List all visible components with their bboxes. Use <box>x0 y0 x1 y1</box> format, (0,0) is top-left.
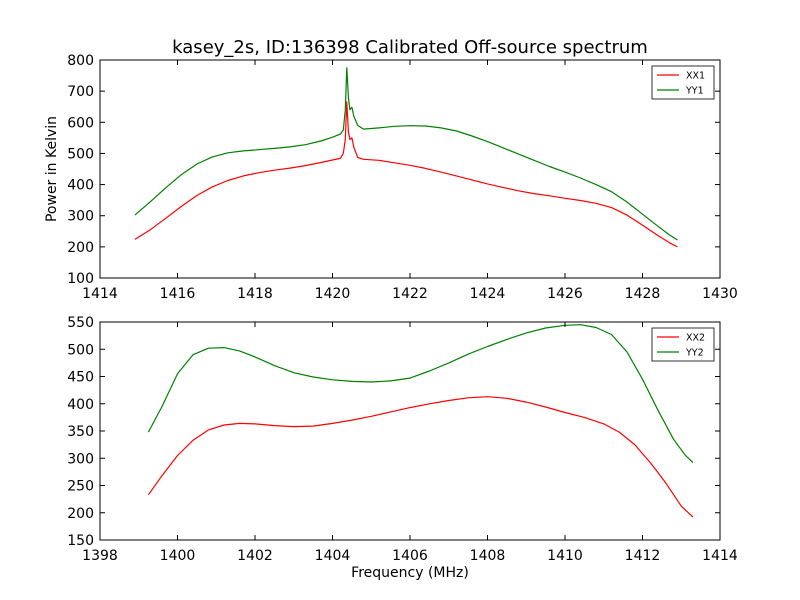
bottom-x-axis-label: Frequency (MHz) <box>351 565 469 581</box>
bottom-y-tick-label: 350 <box>67 424 94 440</box>
bottom-y-tick-label: 450 <box>67 370 94 386</box>
top-x-tick-label: 1430 <box>702 286 738 302</box>
top-y-tick-label: 400 <box>67 178 94 194</box>
top-series-line-yy1 <box>134 67 678 241</box>
top-x-tick-label: 1428 <box>625 286 661 302</box>
bottom-x-tick-label: 1408 <box>470 548 506 564</box>
bottom-legend-label-xx2: XX2 <box>686 333 705 344</box>
top-legend-box <box>651 65 715 100</box>
top-plot-area: 1414 1416 1418 1420 1422 1424 1426 1428 1430 100 2… <box>67 53 738 302</box>
top-x-tick-label: 1414 <box>82 286 118 302</box>
bottom-plot-area: 1398 1400 1402 1404 1406 1408 1410 1412 1414 150 2… <box>67 315 738 564</box>
bottom-x-tick-label: 1402 <box>237 548 273 564</box>
bottom-y-tick-label: 400 <box>67 397 94 413</box>
bottom-y-tick-label: 300 <box>67 451 94 467</box>
top-x-tick-label: 1422 <box>392 286 428 302</box>
bottom-y-tick-label: 200 <box>67 506 94 522</box>
bottom-legend-box <box>651 327 715 362</box>
bottom-x-tick-label: 1400 <box>160 548 196 564</box>
bottom-series-line-xx2 <box>147 396 694 518</box>
top-y-tick-label: 600 <box>67 115 94 131</box>
top-y-tick-label: 500 <box>67 146 94 162</box>
top-x-tick-label: 1418 <box>237 286 273 302</box>
top-chart-title: kasey_2s, ID:136398 Calibrated Off-sourc… <box>172 37 648 58</box>
bottom-x-tick-label: 1412 <box>625 548 661 564</box>
bottom-legend-label-yy2: YY2 <box>685 348 704 359</box>
top-y-tick-label: 100 <box>67 271 94 287</box>
bottom-y-tick-label: 550 <box>67 315 94 331</box>
top-y-tick-label: 200 <box>67 240 94 256</box>
top-series-line-xx1 <box>134 101 678 248</box>
top-legend-label-yy1: YY1 <box>685 86 704 97</box>
bottom-y-tick-label: 150 <box>67 533 94 549</box>
bottom-x-tick-label: 1398 <box>82 548 118 564</box>
top-x-tick-label: 1426 <box>547 286 583 302</box>
bottom-y-tick-label: 500 <box>67 342 94 358</box>
top-y-tick-label: 700 <box>67 84 94 100</box>
top-y-axis-label: Power in Kelvin <box>44 116 60 222</box>
bottom-series-line-yy2 <box>147 324 694 464</box>
bottom-x-tick-label: 1410 <box>547 548 583 564</box>
bottom-x-tick-label: 1404 <box>315 548 351 564</box>
top-y-tick-label: 800 <box>67 53 94 69</box>
bottom-x-tick-label: 1406 <box>392 548 428 564</box>
top-x-tick-label: 1416 <box>160 286 196 302</box>
top-x-tick-label: 1420 <box>315 286 351 302</box>
top-y-tick-label: 300 <box>67 209 94 225</box>
bottom-y-tick-label: 250 <box>67 479 94 495</box>
top-x-tick-label: 1424 <box>470 286 506 302</box>
top-legend-label-xx1: XX1 <box>686 71 705 82</box>
bottom-x-tick-label: 1414 <box>702 548 738 564</box>
